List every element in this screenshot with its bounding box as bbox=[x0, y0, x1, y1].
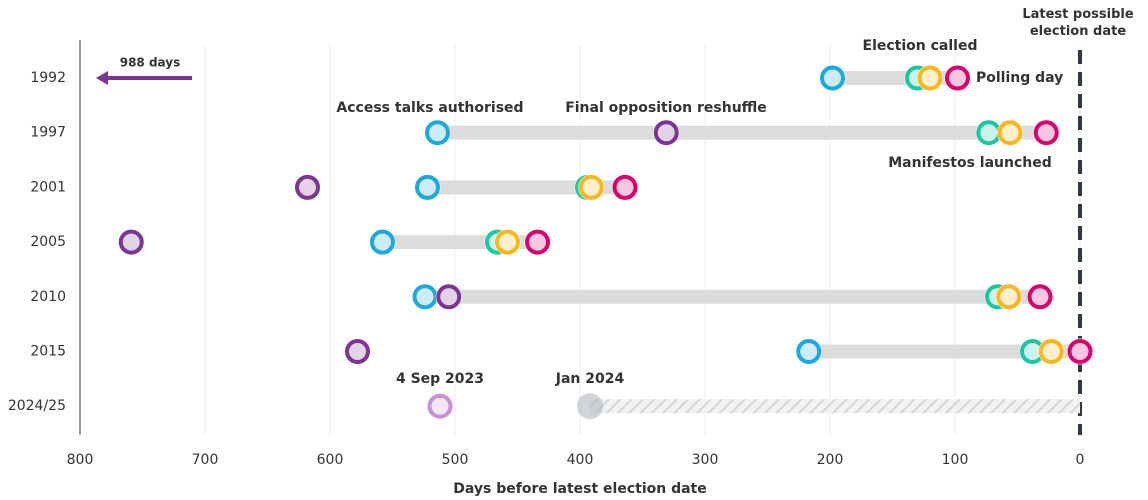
x-tick-label: 300 bbox=[692, 452, 719, 468]
dot bbox=[917, 65, 943, 91]
dot bbox=[118, 229, 144, 255]
y-tick-label: 2010 bbox=[30, 289, 66, 305]
dot bbox=[370, 229, 395, 255]
dot bbox=[345, 339, 370, 364]
dot bbox=[415, 174, 440, 200]
range-bar bbox=[437, 125, 1047, 140]
dot bbox=[578, 174, 604, 200]
dot bbox=[525, 229, 550, 255]
dot bbox=[997, 120, 1023, 146]
dot bbox=[653, 120, 679, 146]
series-label: Access talks authorised bbox=[336, 100, 523, 116]
y-tick-label: 2015 bbox=[30, 344, 66, 360]
series-label: Polling day bbox=[976, 70, 1063, 86]
series-label: Manifestos launched bbox=[888, 155, 1052, 171]
arrow-head bbox=[96, 71, 108, 85]
dot bbox=[295, 174, 320, 200]
dot bbox=[796, 339, 822, 364]
y-tick-label: 2005 bbox=[30, 234, 66, 250]
x-tick-label: 400 bbox=[567, 452, 594, 468]
y-tick-label: 1997 bbox=[30, 125, 66, 141]
x-tick-label: 700 bbox=[192, 452, 219, 468]
x-axis-title: Days before latest election date bbox=[453, 481, 707, 497]
x-tick-label: 100 bbox=[942, 452, 969, 468]
dot bbox=[427, 393, 453, 419]
y-tick-label: 2001 bbox=[30, 179, 66, 195]
dot bbox=[1038, 339, 1064, 364]
dot bbox=[1033, 120, 1059, 146]
series-label: Election called bbox=[863, 38, 978, 54]
dot bbox=[1027, 284, 1053, 310]
range-bar bbox=[808, 344, 1080, 359]
dot bbox=[820, 65, 845, 91]
dot bbox=[495, 229, 520, 255]
range-bar bbox=[425, 289, 1040, 304]
projection-bar bbox=[590, 399, 1080, 414]
dot bbox=[976, 120, 1002, 146]
dot bbox=[945, 65, 970, 91]
x-tick-label: 0 bbox=[1076, 452, 1085, 468]
x-tick-label: 800 bbox=[67, 452, 94, 468]
dot bbox=[412, 284, 438, 310]
annotation-label: Jan 2024 bbox=[555, 371, 625, 387]
dot bbox=[436, 284, 462, 310]
x-tick-label: 600 bbox=[317, 452, 344, 468]
series-label: Final opposition reshuffle bbox=[565, 100, 767, 116]
dot bbox=[1067, 339, 1093, 364]
x-tick-label: 200 bbox=[817, 452, 844, 468]
y-tick-label: 1992 bbox=[30, 70, 66, 86]
dot bbox=[996, 284, 1022, 310]
data-label: 988 days bbox=[120, 56, 181, 70]
dot bbox=[612, 174, 638, 200]
dot bbox=[577, 393, 603, 420]
x-tick-label: 500 bbox=[442, 452, 469, 468]
annotation-label: 4 Sep 2023 bbox=[396, 371, 484, 387]
y-tick-label: 2024/25 bbox=[8, 398, 66, 414]
dot bbox=[425, 120, 450, 146]
reference-label: Latest possible election date bbox=[1022, 7, 1134, 39]
